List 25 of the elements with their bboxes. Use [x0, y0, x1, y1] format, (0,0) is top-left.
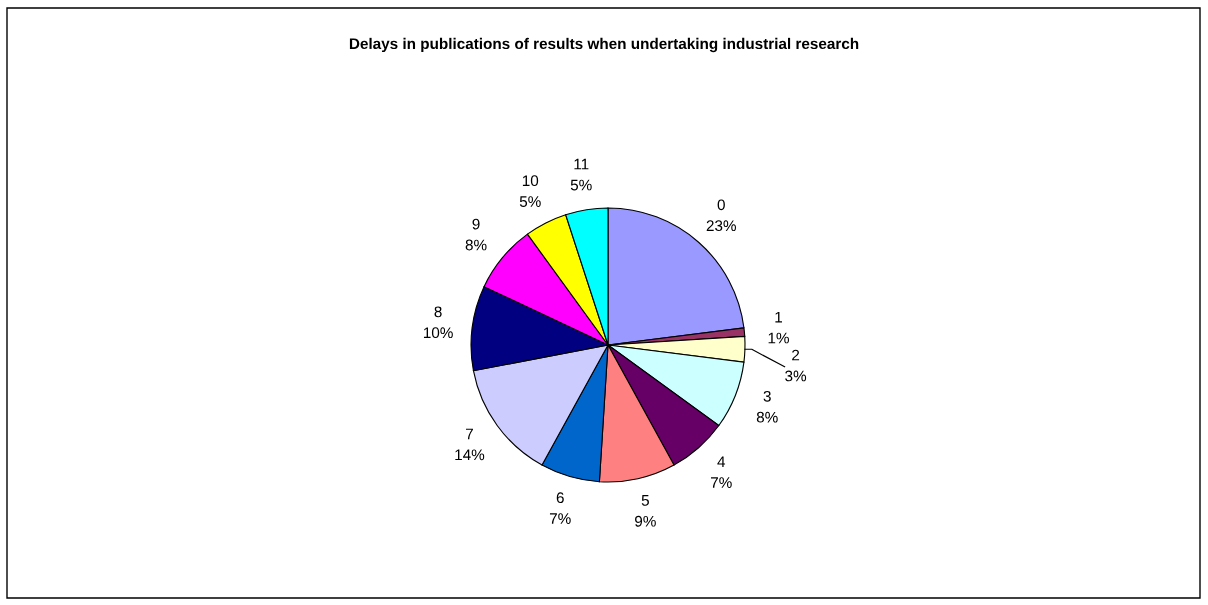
slice-label: 9	[472, 218, 480, 230]
data-label: 14%	[455, 449, 485, 461]
slice-label: 11	[574, 158, 589, 170]
slice-label: 10	[522, 175, 539, 187]
slice-label: 2	[792, 349, 800, 361]
slice-label: 1	[775, 311, 782, 323]
data-label: 3%	[785, 370, 807, 382]
slice-label: 7	[465, 428, 473, 440]
slice-label: 5	[641, 495, 649, 506]
slice-label: 8	[434, 306, 442, 318]
data-label: 10%	[423, 327, 453, 339]
chart-title: Delays in publications of results when undertaking industrial research	[349, 37, 859, 53]
data-label: 8%	[756, 411, 778, 423]
data-label: 5%	[570, 179, 592, 191]
slice-label: 6	[556, 492, 564, 504]
data-label: 1%	[768, 332, 789, 344]
slice-label: 4	[717, 456, 726, 467]
data-label: 7%	[549, 513, 571, 524]
data-label: 8%	[465, 239, 487, 251]
slice-label: 0	[717, 199, 725, 211]
data-label: 7%	[710, 477, 732, 488]
data-label: 23%	[706, 220, 736, 232]
data-label: 9%	[635, 515, 656, 527]
data-label: 5%	[519, 196, 541, 207]
slice-label: 3	[763, 390, 771, 402]
